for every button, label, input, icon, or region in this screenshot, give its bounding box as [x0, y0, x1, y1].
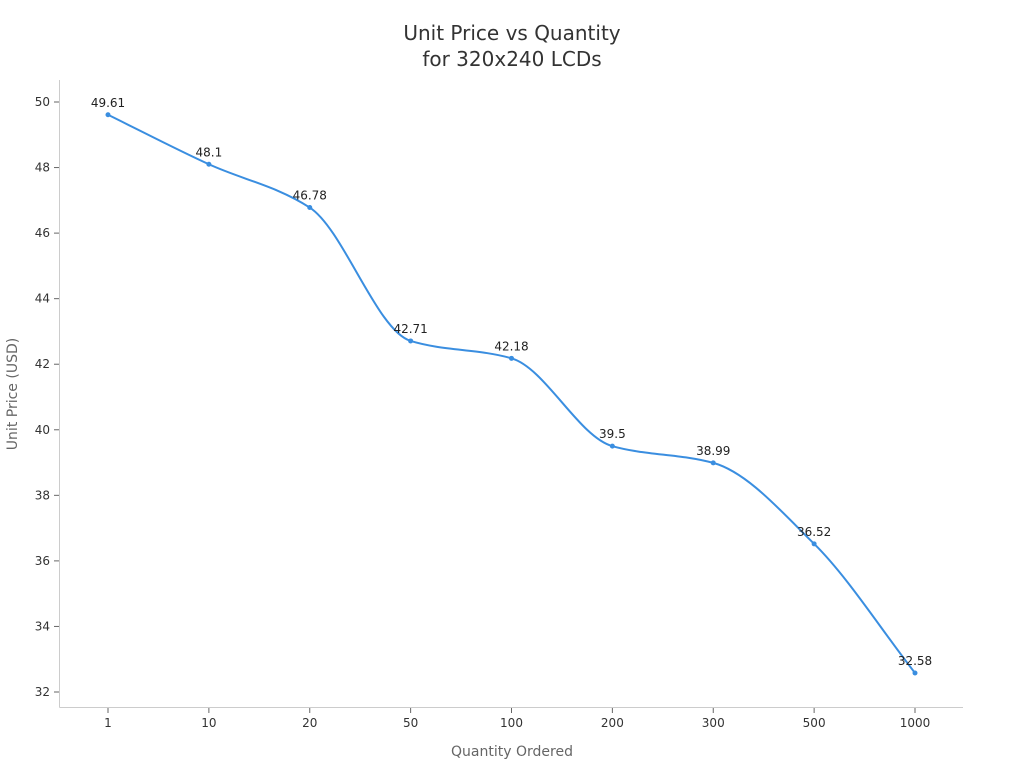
x-tick-label: 10 — [201, 716, 216, 730]
data-label: 48.1 — [196, 145, 223, 159]
data-label: 39.5 — [599, 427, 626, 441]
x-axis-title: Quantity Ordered — [451, 744, 573, 760]
y-tick-label: 36 — [35, 554, 50, 568]
x-tick-label: 300 — [702, 716, 725, 730]
y-axis-ticks: 32 34 36 38 40 42 44 46 48 50 — [35, 95, 59, 699]
data-point — [105, 112, 111, 118]
data-point — [710, 460, 716, 466]
x-tick-label: 200 — [601, 716, 624, 730]
x-tick-label: 50 — [403, 716, 418, 730]
chart-title-line-1: Unit Price vs Quantity — [403, 21, 620, 45]
series-line — [107, 113, 916, 674]
y-tick-label: 32 — [35, 685, 50, 699]
y-tick-label: 44 — [35, 292, 50, 306]
data-label: 38.99 — [696, 444, 730, 458]
x-tick-label: 500 — [803, 716, 826, 730]
y-tick-label: 40 — [35, 423, 50, 437]
data-label: 36.52 — [797, 525, 831, 539]
data-point — [912, 670, 918, 676]
data-label: 42.71 — [393, 322, 427, 336]
data-point — [307, 205, 313, 211]
data-label: 32.58 — [898, 654, 932, 668]
data-point — [811, 541, 817, 547]
data-label: 42.18 — [494, 339, 528, 353]
x-tick-label: 1000 — [900, 716, 931, 730]
chart-title-line-2: for 320x240 LCDs — [422, 47, 601, 71]
data-point — [206, 161, 212, 167]
data-label: 46.78 — [293, 189, 327, 203]
series-points — [105, 112, 918, 676]
y-tick-label: 38 — [35, 488, 50, 502]
chart-title: Unit Price vs Quantity for 320x240 LCDs — [403, 21, 620, 71]
series-unit-price: 49.61 48.1 46.78 42.71 42.18 39.5 38.99 36.52 32… — [91, 96, 932, 676]
plot-frame — [59, 80, 963, 708]
series-data-labels: 49.61 48.1 46.78 42.71 42.18 39.5 38.99 36.52 32… — [91, 96, 932, 668]
x-axis-ticks: 1 10 20 50 100 200 300 500 1000 — [104, 708, 930, 730]
y-tick-label: 48 — [35, 161, 50, 175]
y-tick-label: 46 — [35, 226, 50, 240]
y-axis-title: Unit Price (USD) — [5, 338, 21, 450]
data-point — [509, 355, 514, 361]
data-point — [408, 338, 414, 344]
x-tick-label: 1 — [104, 716, 112, 730]
data-point — [609, 443, 615, 449]
x-tick-label: 100 — [500, 716, 523, 730]
y-tick-label: 50 — [35, 95, 50, 109]
y-tick-label: 42 — [35, 357, 50, 371]
x-tick-label: 20 — [302, 716, 317, 730]
y-tick-label: 34 — [35, 619, 50, 633]
data-label: 49.61 — [91, 96, 125, 110]
